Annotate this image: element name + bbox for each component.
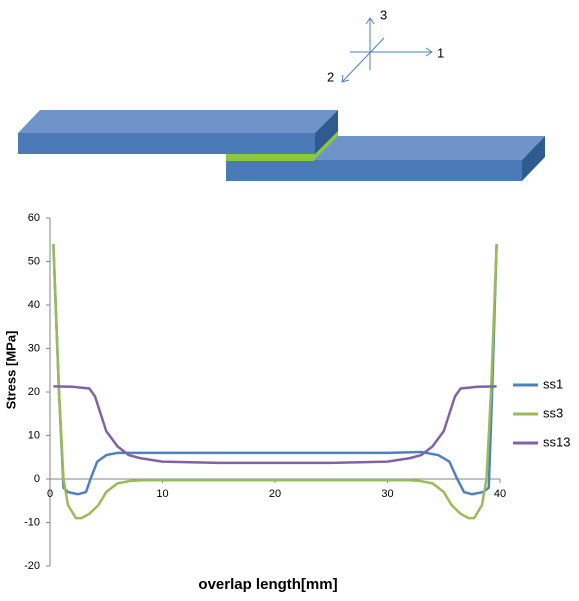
y-tick-label: 60	[28, 212, 40, 224]
x-tick-label: 0	[47, 488, 53, 500]
y-tick-label: 10	[28, 429, 40, 441]
x-axis-title: overlap length[mm]	[198, 576, 337, 593]
legend-label: ss3	[543, 405, 563, 420]
axis-label-2: 2	[327, 69, 334, 84]
x-tick-label: 30	[381, 488, 393, 500]
axis-label-3: 3	[380, 7, 387, 22]
x-tick-label: 40	[494, 488, 506, 500]
x-tick-label: 10	[156, 488, 168, 500]
series-line	[52, 244, 498, 520]
series-line	[52, 244, 498, 496]
axis-label-1: 1	[437, 45, 444, 60]
y-tick-label: -20	[24, 560, 40, 572]
y-tick-label: 50	[28, 255, 40, 267]
legend-label: ss13	[543, 434, 570, 449]
x-tick-label: 20	[269, 488, 281, 500]
plates	[18, 110, 545, 181]
coordinate-icon	[341, 17, 433, 83]
y-tick-label: 30	[28, 342, 40, 354]
y-axis-title: Stress [MPa]	[3, 331, 18, 410]
y-tick-label: 40	[28, 299, 40, 311]
y-tick-label: -10	[24, 516, 40, 528]
y-tick-label: 0	[34, 473, 40, 485]
legend-label: ss1	[543, 376, 563, 391]
y-tick-label: 20	[28, 386, 40, 398]
series-line	[53, 385, 497, 465]
